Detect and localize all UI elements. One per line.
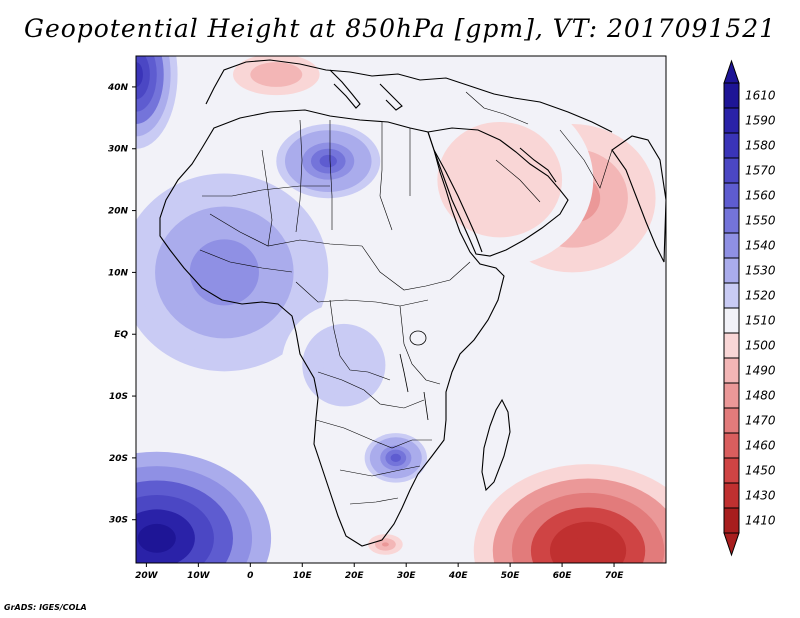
colorbar-swatch [723,357,740,384]
grads-credit: GrADS: IGES/COLA [4,603,87,612]
colorbar-swatch [723,507,740,534]
colorbar-swatch [723,482,740,509]
colorbar-label: 1500 [745,339,776,353]
colorbar-swatch [723,132,740,159]
y-tick-label: 30S [109,516,128,526]
italy-coastline [329,69,361,109]
x-tick-label: 0 [247,571,253,581]
colorbar-label: 1430 [745,489,776,503]
lake-victoria [409,330,427,346]
colorbar-swatch [723,407,740,434]
colorbar-label: 1530 [745,264,776,278]
colorbar-swatch [723,82,740,109]
sahara-ridge-band [319,154,337,168]
colorbar-swatch [723,232,740,259]
y-tick-label: 40N [107,83,129,93]
lake-malawi [423,391,429,421]
y-tick-label: EQ [114,330,128,340]
madagascar-coastline [481,398,511,492]
greece-coastline [379,83,403,111]
east-africa-band [426,293,438,314]
southwest-atlantic-high-band [137,523,176,553]
colorbar-top-arrow [723,59,740,84]
colorbar-label: 1410 [745,514,776,528]
colorbar-swatch [723,307,740,334]
y-tick-label: 30N [108,145,129,155]
coastlines [159,59,666,547]
y-tick-label: 10S [109,392,128,402]
colorbar-label: 1450 [745,464,776,478]
lake-tanganyika [399,353,409,393]
colorbar-label: 1490 [745,364,776,378]
y-tick-label: 20N [108,207,129,217]
colorbar-swatch [723,157,740,184]
india-coastline [611,135,666,263]
x-axis-ticks: 20W 10W 0 10E 20E 30E 40E 50E 60E 70E [135,563,624,581]
mideast-trough-band [484,165,516,195]
country-borders [199,91,613,505]
northwest-atlantic-high-band [136,62,143,87]
plot-frame [135,55,667,564]
map-title: Geopotential Height at 850hPa [gpm], VT:… [23,14,777,43]
x-tick-label: 50E [501,571,521,581]
colorbar-label: 1560 [745,189,776,203]
colorbar-swatch [723,257,740,284]
colorbar-label: 1470 [745,414,776,428]
x-tick-label: 60E [553,571,573,581]
x-tick-label: 20W [135,571,159,581]
colorbar-swatch [723,432,740,459]
southern-africa-ridge-band [390,453,401,463]
colorbar-label: 1510 [745,314,776,328]
colorbar-swatch [723,457,740,484]
lakes [399,330,429,421]
colorbar-label: 1520 [745,289,776,303]
colorbar-swatch [723,382,740,409]
colorbar-label: 1580 [745,139,776,153]
colorbar-label: 1610 [745,89,776,103]
y-axis-ticks: 40N 30N 20N 10N EQ 10S 20S 30S [107,83,136,526]
colorbar-label: 1550 [745,214,776,228]
colorbar-swatch [723,182,740,209]
colorbar: 1610 1590 1580 1570 1560 1550 1540 1530 1520 1510… [723,59,776,557]
red-sea-coastline [433,149,483,253]
iberia-heat-low-band [267,70,285,79]
colorbar-label: 1460 [745,439,776,453]
x-tick-label: 40E [448,571,469,581]
southeast-high-band [569,536,608,563]
x-tick-label: 10W [187,571,211,581]
x-tick-label: 70E [605,571,625,581]
west-africa-plateau-band [207,255,242,289]
cape-low-band [381,542,389,547]
y-tick-label: 20S [109,454,128,464]
persian-gulf-coastline [519,147,557,183]
colorbar-label: 1570 [745,164,776,178]
y-tick-label: 10N [108,268,129,278]
x-tick-label: 30E [397,571,417,581]
colorbar-swatch [723,332,740,359]
colorbar-swatch [723,282,740,309]
central-africa-band [333,354,355,376]
europe-coastline [205,59,613,133]
colorbar-swatch [723,207,740,234]
africa-coastline [159,109,505,547]
colorbar-label: 1590 [745,114,776,128]
colorbar-swatch [723,107,740,134]
x-tick-label: 10E [293,571,313,581]
colorbar-label: 1480 [745,389,776,403]
colorbar-label: 1540 [745,239,776,253]
arabian-peninsula-coastline [427,127,569,257]
colorbar-bottom-arrow [723,532,740,557]
height-field [136,56,666,563]
x-tick-label: 20E [345,571,365,581]
